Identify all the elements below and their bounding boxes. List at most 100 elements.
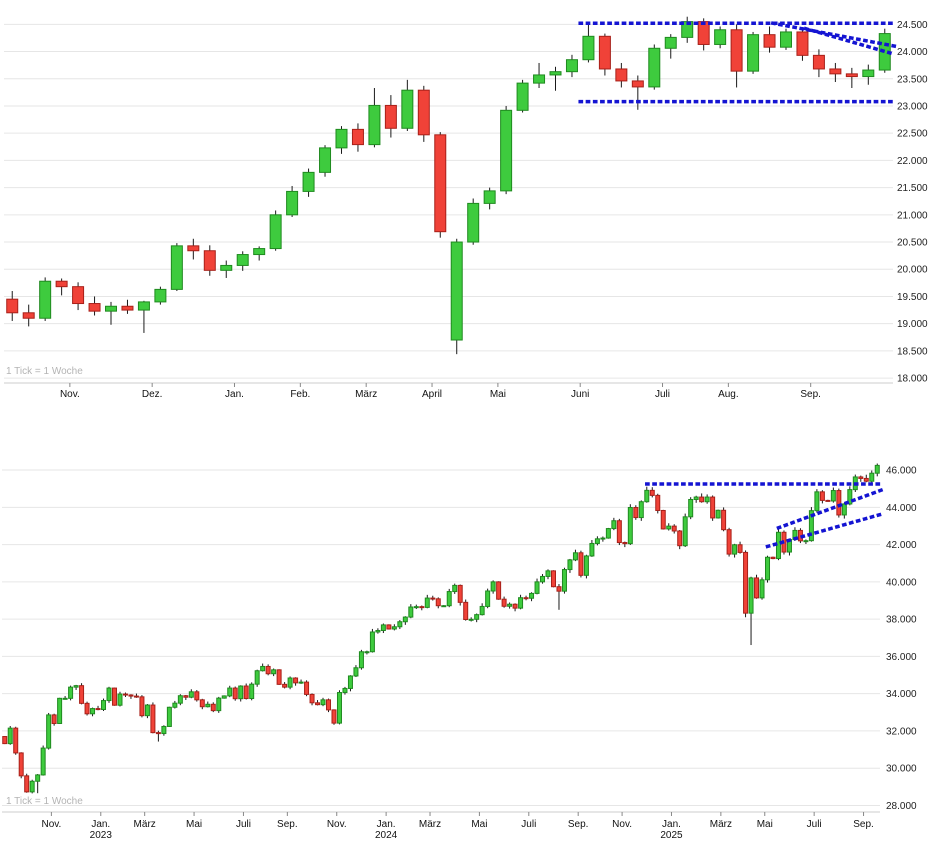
y-axis-label: 23.500	[897, 74, 928, 85]
candle-up	[105, 305, 118, 312]
candle-up	[638, 501, 644, 519]
candle-up	[319, 147, 332, 173]
y-axis-label: 28.000	[886, 801, 917, 812]
x-axis-month-label: Juli	[655, 389, 670, 400]
candle-down	[858, 476, 864, 479]
candle-up	[335, 128, 348, 149]
y-axis-label: 18.500	[897, 346, 928, 357]
candle-up	[704, 496, 710, 503]
candle-down	[616, 520, 622, 544]
y-axis-label: 24.000	[897, 47, 928, 58]
candle-up	[137, 301, 150, 311]
candle-down	[419, 606, 425, 609]
candle-down	[210, 703, 216, 712]
x-axis-month-label: März	[134, 819, 156, 830]
candle-down	[155, 732, 161, 735]
candle-up	[238, 685, 244, 700]
candle-down	[121, 305, 134, 311]
candle-up	[424, 597, 430, 608]
candle-down	[331, 709, 337, 724]
candle-down	[730, 29, 743, 72]
candle-up	[227, 687, 233, 697]
x-axis-month-label: März	[710, 819, 732, 830]
candle-up	[101, 700, 107, 711]
candle-down	[633, 507, 639, 519]
candle-down	[232, 687, 238, 700]
candle-down	[501, 598, 507, 607]
x-axis-month-label: Nov.	[60, 389, 80, 400]
candle-down	[512, 603, 518, 609]
x-axis-month-label: Jan.	[91, 819, 110, 830]
trendlines	[645, 482, 885, 549]
candle-up	[166, 706, 172, 727]
y-axis-label: 40.000	[886, 577, 917, 588]
grid: 24.500 24.000 23.500 23.000 22.500 22.000 21.5…	[4, 20, 928, 385]
candle-up	[688, 498, 694, 518]
candle-up	[664, 36, 677, 49]
candle-down	[737, 544, 743, 553]
candle-up	[408, 606, 414, 618]
y-axis-label: 34.000	[886, 689, 917, 700]
x-axis-month-label: April	[422, 389, 442, 400]
x-axis-month-label: Sep.	[277, 819, 298, 830]
candle-down	[199, 699, 205, 708]
candle-up	[375, 629, 381, 633]
candle-up	[565, 59, 578, 73]
candle-down	[615, 68, 628, 82]
candle-up	[545, 570, 551, 577]
grid: 46.000 44.000 42.000 40.000 38.000 36.000 34.0…	[2, 466, 917, 813]
candle-down	[51, 714, 57, 724]
candle-up	[869, 472, 875, 482]
candle-up	[714, 29, 727, 45]
candle-up	[693, 496, 699, 500]
candle-down	[845, 73, 858, 78]
trendline-dotted	[770, 21, 897, 49]
candle-down	[829, 68, 842, 75]
candle-up	[29, 780, 35, 793]
candle-down	[578, 552, 584, 576]
candle-up	[90, 708, 96, 715]
candle-up	[397, 621, 403, 628]
candle-down	[84, 702, 90, 715]
y-axis-label: 32.000	[886, 726, 917, 737]
x-axis-year-label: 2023	[90, 830, 113, 841]
x-axis-month-label: Nov.	[41, 819, 61, 830]
candle-up	[353, 667, 359, 677]
y-axis-label: 20.000	[897, 265, 928, 276]
x-axis-month-label: März	[355, 389, 377, 400]
candle-down	[556, 586, 562, 592]
x-axis-year-label: 2025	[660, 830, 683, 841]
x-axis-month-label: Feb.	[290, 389, 310, 400]
candle-down	[194, 691, 200, 701]
candle-up	[467, 202, 480, 243]
candle-up	[68, 686, 74, 699]
candle-up	[39, 280, 52, 319]
x-axis-month-label: Mai	[490, 389, 506, 400]
candle-up	[803, 540, 809, 543]
candle-down	[430, 597, 436, 600]
candle-up	[286, 190, 299, 216]
trendline-dotted	[803, 26, 897, 57]
x-axis-month-label: Jan.	[662, 819, 681, 830]
candle-up	[73, 685, 79, 688]
candle-down	[496, 581, 502, 600]
candle-down	[523, 597, 529, 600]
candle-up	[253, 248, 266, 256]
candle-up	[452, 584, 458, 593]
candle-down	[743, 551, 749, 614]
candle-up	[814, 491, 820, 512]
candle-down	[79, 685, 85, 704]
candle-up	[516, 82, 529, 111]
candle-up	[401, 89, 414, 129]
candle-down	[457, 584, 463, 603]
x-axis-month-label: Mai	[186, 819, 202, 830]
y-axis-label: 21.000	[897, 210, 928, 221]
candle-up	[748, 577, 754, 614]
x-axis-month-label: Juni	[571, 389, 589, 400]
candle-up	[40, 747, 46, 776]
candle-up	[583, 555, 589, 576]
candle-up	[154, 288, 167, 303]
candle-down	[655, 494, 661, 511]
candle-up	[468, 618, 474, 621]
